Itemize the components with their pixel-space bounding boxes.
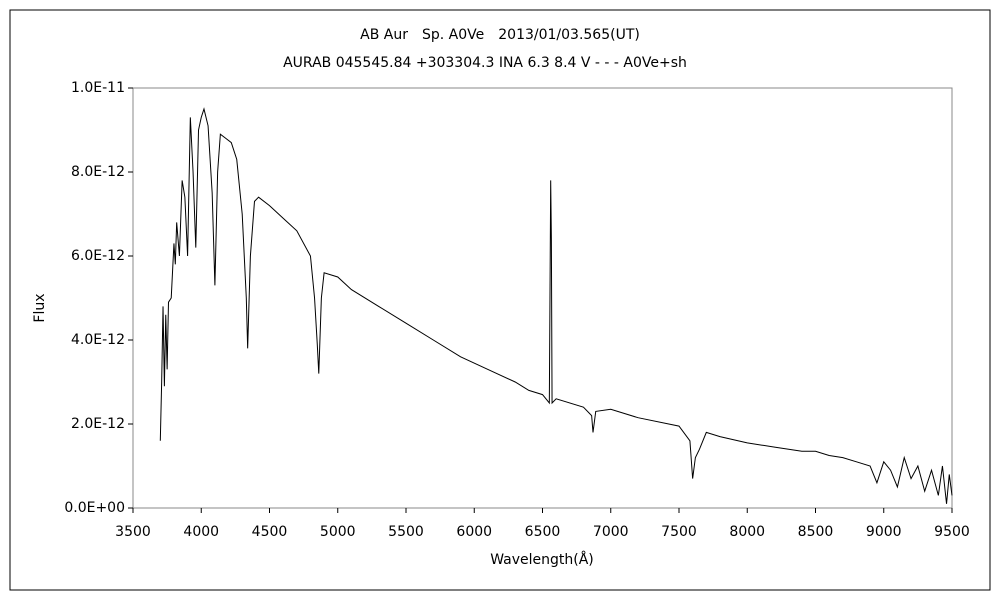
y-tick-label: 8.0E-12 — [71, 164, 125, 180]
x-tick-label: 6500 — [525, 524, 561, 540]
x-tick-label: 4000 — [183, 524, 219, 540]
x-tick-label: 7000 — [593, 524, 629, 540]
x-tick-label: 4500 — [252, 524, 288, 540]
chart-title: AB Aur Sp. A0Ve 2013/01/03.565(UT) — [360, 27, 640, 43]
y-tick-label: 0.0E+00 — [64, 500, 125, 516]
spectrum-line — [159, 107, 953, 504]
y-tick-label: 2.0E-12 — [71, 416, 125, 432]
x-tick-label: 7500 — [661, 524, 697, 540]
y-tick-label: 6.0E-12 — [71, 248, 125, 264]
y-tick-label: 1.0E-11 — [71, 80, 125, 96]
x-tick-label: 8000 — [729, 524, 765, 540]
y-tick-label: 4.0E-12 — [71, 332, 125, 348]
plot-area — [132, 87, 953, 509]
x-tick-label: 5500 — [388, 524, 424, 540]
x-tick-label: 9000 — [866, 524, 902, 540]
x-tick-label: 9500 — [934, 524, 970, 540]
x-tick-label: 6000 — [456, 524, 492, 540]
chart-subtitle: AURAB 045545.84 +303304.3 INA 6.3 8.4 V … — [283, 55, 687, 71]
x-tick-label: 3500 — [115, 524, 151, 540]
x-tick-label: 8500 — [798, 524, 834, 540]
x-axis-label: Wavelength(Å) — [490, 551, 594, 568]
x-tick-label: 5000 — [320, 524, 356, 540]
y-axis-label: Flux — [32, 293, 48, 322]
chart-frame — [9, 9, 991, 591]
